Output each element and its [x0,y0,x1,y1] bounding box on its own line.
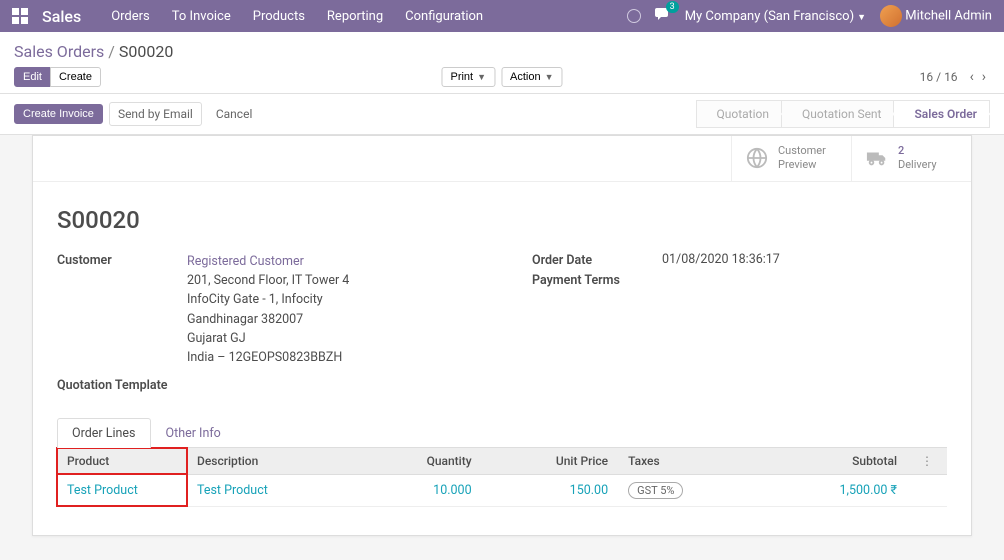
field-order-date: 01/08/2020 18:36:17 [662,252,947,268]
create-button[interactable]: Create [50,67,101,87]
line-qty[interactable]: 10.000 [359,474,482,506]
menu-to-invoice[interactable]: To Invoice [172,9,231,24]
stat-customer-preview[interactable]: CustomerPreview [731,136,851,181]
pager-next[interactable]: › [978,69,990,85]
apps-icon[interactable] [12,8,28,24]
avatar-icon [880,5,902,27]
status-flow: Quotation Quotation Sent Sales Order [696,100,991,128]
user-menu[interactable]: Mitchell Admin [880,5,992,27]
label-quotation-template: Quotation Template [57,378,472,393]
col-subtotal: Subtotal [761,448,908,475]
cancel-button[interactable]: Cancel [208,103,261,125]
label-order-date: Order Date [532,252,662,268]
flow-quotation-sent[interactable]: Quotation Sent [782,100,895,128]
form-sheet: CustomerPreview 2Delivery S00020 Custome… [32,135,972,536]
send-email-button[interactable]: Send by Email [109,102,202,126]
line-tax-badge[interactable]: GST 5% [628,482,683,499]
col-product: Product [57,448,187,475]
breadcrumb: Sales Orders/S00020 [14,38,990,67]
stat-delivery[interactable]: 2Delivery [851,136,971,181]
line-product-link[interactable]: Test Product [67,483,138,498]
messages-badge: 3 [666,1,679,13]
globe-icon [746,147,768,169]
top-menu: Orders To Invoice Products Reporting Con… [111,9,483,24]
flow-quotation[interactable]: Quotation [696,100,782,128]
table-row[interactable]: Test Product Test Product 10.000 150.00 … [57,474,947,506]
customer-link[interactable]: Registered Customer [187,254,304,269]
action-dropdown[interactable]: Action▼ [501,67,563,87]
tab-order-lines[interactable]: Order Lines [57,418,151,448]
edit-button[interactable]: Edit [14,67,51,87]
line-subtotal: 1,500.00 ₹ [761,474,908,506]
clock-icon[interactable] [627,9,641,23]
field-payment-terms [662,272,947,288]
line-price[interactable]: 150.00 [482,474,619,506]
line-description[interactable]: Test Product [197,483,268,498]
top-navbar: Sales Orders To Invoice Products Reporti… [0,0,1004,32]
status-bar: Create Invoice Send by Email Cancel Quot… [0,94,1004,135]
tab-other-info[interactable]: Other Info [151,418,236,448]
col-unit-price: Unit Price [482,448,619,475]
col-quantity: Quantity [359,448,482,475]
field-customer: Registered Customer 201, Second Floor, I… [187,252,472,368]
menu-configuration[interactable]: Configuration [405,9,483,24]
col-description: Description [187,448,359,475]
menu-products[interactable]: Products [253,9,305,24]
tabs: Order Lines Other Info [57,417,947,448]
breadcrumb-current: S00020 [119,42,173,61]
order-lines-table: Product Description Quantity Unit Price … [57,448,947,507]
menu-orders[interactable]: Orders [111,9,150,24]
menu-reporting[interactable]: Reporting [327,9,383,24]
pager-count: 16 / 16 [920,70,958,84]
company-switcher[interactable]: My Company (San Francisco)▼ [685,9,866,24]
label-customer: Customer [57,252,187,368]
order-number: S00020 [57,206,947,234]
print-dropdown[interactable]: Print▼ [441,67,495,87]
label-payment-terms: Payment Terms [532,272,662,288]
col-options-icon[interactable]: ⋮ [917,454,937,468]
control-bar: Sales Orders/S00020 Edit Create Print▼ A… [0,32,1004,94]
breadcrumb-root[interactable]: Sales Orders [14,42,104,61]
pager-prev[interactable]: ‹ [966,69,978,85]
create-invoice-button[interactable]: Create Invoice [14,104,103,124]
truck-icon [866,147,888,169]
col-taxes: Taxes [618,448,760,475]
app-brand[interactable]: Sales [42,7,81,26]
messages-icon[interactable]: 3 [655,7,671,25]
flow-sales-order[interactable]: Sales Order [894,100,990,128]
